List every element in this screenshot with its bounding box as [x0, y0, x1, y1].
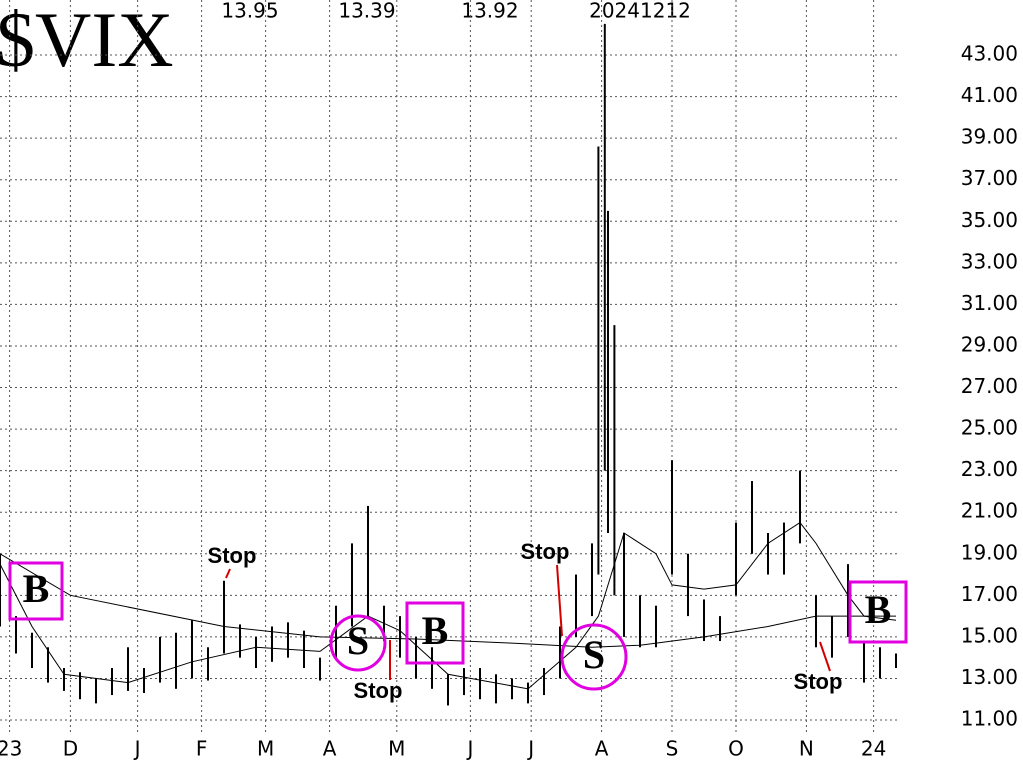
signal-label: B [422, 608, 449, 653]
x-tick-label: J [526, 737, 534, 761]
y-tick-label: 33.00 [961, 249, 1018, 273]
header-value: 13.39 [338, 0, 395, 23]
stop-annotation: Stop [208, 543, 257, 568]
y-tick-label: 37.00 [961, 166, 1018, 190]
header-value: 13.92 [461, 0, 518, 23]
signal-label: B [23, 566, 50, 611]
y-tick-label: 31.00 [961, 291, 1018, 315]
x-tick-label: J [133, 737, 141, 761]
signal-box [848, 580, 908, 644]
signal-circle [560, 623, 628, 691]
header-date: 20241212 [589, 0, 691, 23]
signal-label: S [347, 618, 369, 663]
signal-label: B [865, 587, 892, 632]
y-tick-label: 39.00 [961, 125, 1018, 149]
x-tick-label: J [465, 737, 473, 761]
x-tick-label: S [666, 737, 679, 761]
signal-box [8, 561, 64, 621]
x-tick-label: 23 [0, 737, 22, 761]
stop-pointer [225, 568, 231, 579]
y-tick-label: 25.00 [961, 416, 1018, 440]
stop-pointer [819, 641, 831, 672]
x-tick-label: A [323, 737, 337, 761]
stop-annotation: Stop [521, 539, 570, 564]
signal-box [405, 601, 465, 665]
y-tick-label: 15.00 [961, 623, 1018, 647]
x-tick-label: M [388, 737, 405, 761]
y-tick-label: 13.00 [961, 665, 1018, 689]
y-tick-label: 41.00 [961, 83, 1018, 107]
y-tick-label: 23.00 [961, 457, 1018, 481]
x-tick-label: O [728, 737, 744, 761]
y-tick-label: 19.00 [961, 540, 1018, 564]
y-tick-label: 21.00 [961, 499, 1018, 523]
stop-pointer [556, 564, 563, 637]
x-tick-label: A [595, 737, 609, 761]
x-tick-label: N [799, 737, 814, 761]
header-value: 13.95 [221, 0, 278, 23]
stop-annotation: Stop [794, 669, 843, 694]
x-tick-label: D [63, 737, 78, 761]
y-tick-label: 43.00 [961, 42, 1018, 66]
signal-label: S [583, 632, 605, 677]
y-tick-label: 35.00 [961, 208, 1018, 232]
signal-circle [329, 614, 387, 672]
moving-average [0, 521, 897, 690]
stop-annotation: Stop [354, 678, 403, 703]
y-tick-label: 11.00 [961, 707, 1018, 731]
x-tick-label: 24 [861, 737, 886, 761]
y-tick-label: 17.00 [961, 582, 1018, 606]
x-tick-label: M [257, 737, 274, 761]
y-tick-label: 29.00 [961, 332, 1018, 356]
y-tick-label: 27.00 [961, 374, 1018, 398]
moving-average [0, 553, 896, 648]
chart-title: $VIX [0, 0, 174, 83]
x-tick-label: F [196, 737, 208, 761]
